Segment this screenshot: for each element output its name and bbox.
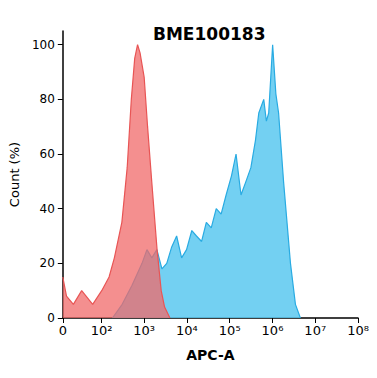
svg-text:20: 20	[40, 256, 55, 270]
svg-text:0: 0	[59, 323, 67, 338]
svg-text:10²: 10²	[91, 323, 113, 338]
svg-text:80: 80	[40, 92, 55, 106]
svg-text:BME100183: BME100183	[153, 24, 265, 44]
svg-text:APC-A: APC-A	[186, 347, 235, 363]
svg-text:0: 0	[47, 311, 55, 325]
svg-text:100: 100	[32, 38, 55, 52]
svg-text:10⁸: 10⁸	[347, 323, 369, 338]
svg-text:60: 60	[40, 147, 55, 161]
svg-text:40: 40	[40, 202, 55, 216]
svg-text:10⁷: 10⁷	[304, 323, 326, 338]
svg-text:Count (%): Count (%)	[7, 142, 22, 207]
svg-text:10⁶: 10⁶	[262, 323, 284, 338]
svg-text:10⁴: 10⁴	[176, 323, 198, 338]
svg-text:10⁵: 10⁵	[219, 323, 241, 338]
svg-text:10³: 10³	[133, 323, 155, 338]
